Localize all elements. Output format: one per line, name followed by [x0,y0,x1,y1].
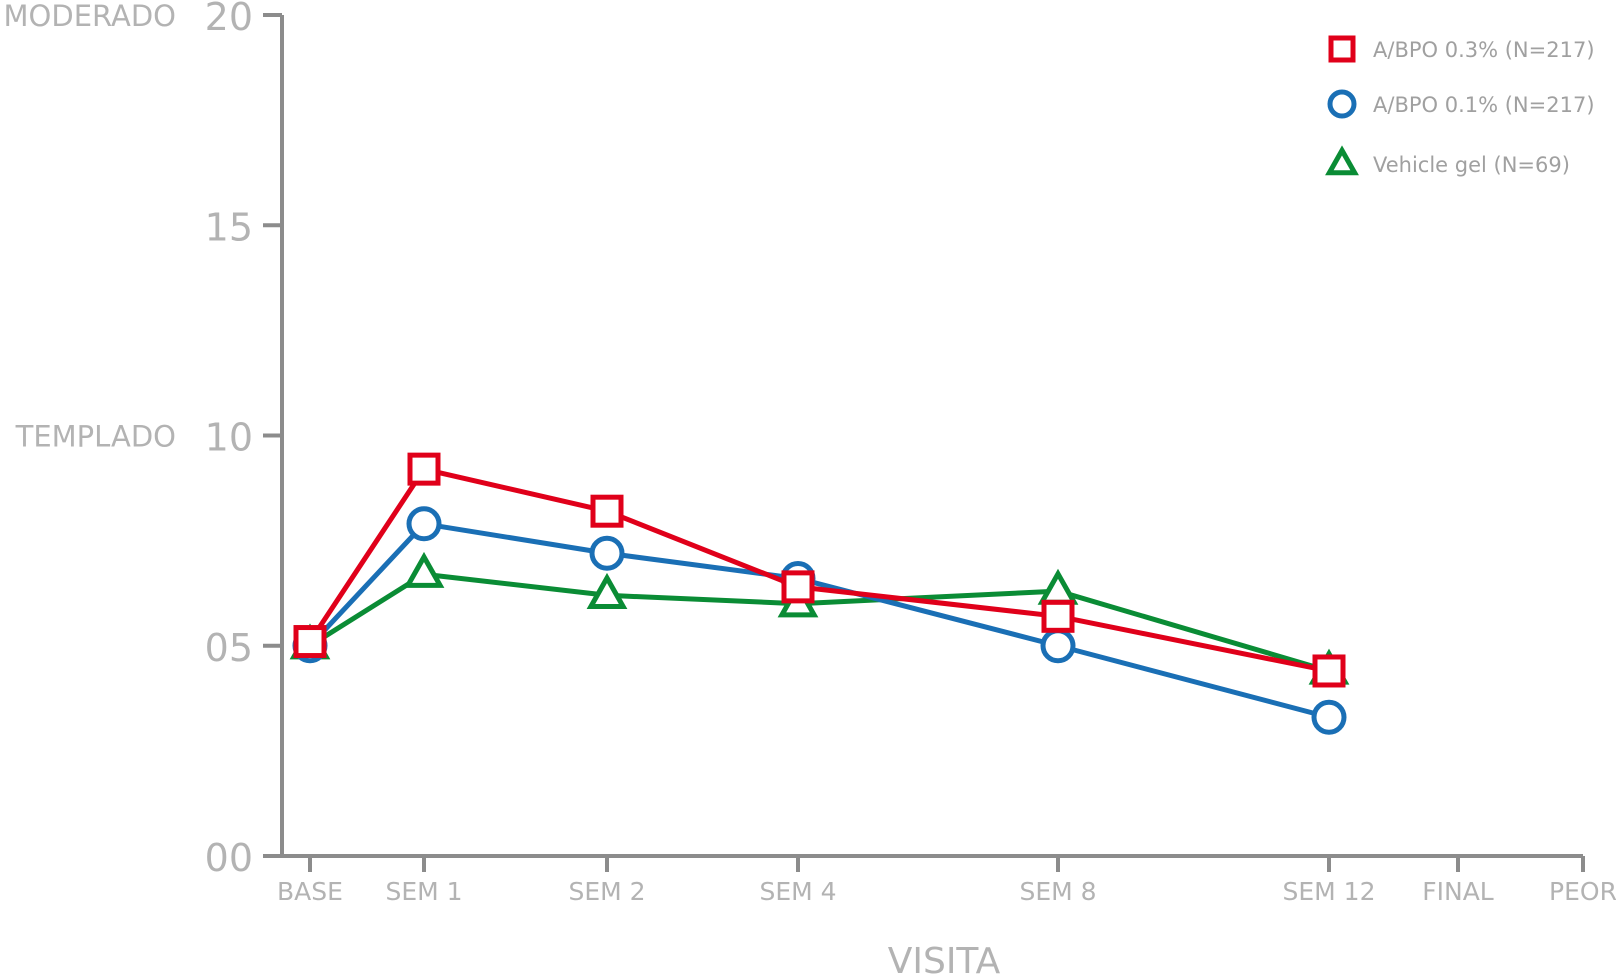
square-marker [407,452,441,486]
x-tick-label: SEM 1 [385,877,462,906]
x-tick-label: SEM 8 [1019,877,1096,906]
triangle-marker [403,551,445,588]
triangle-marker [1325,145,1359,176]
square-marker [1328,35,1356,63]
legend-item: A/BPO 0.3% (N=217) [1328,35,1595,63]
x-tick-label: SEM 12 [1283,877,1376,906]
y-ticks: 00 05 10 15 20 [205,0,282,880]
triangle-marker [1037,568,1079,605]
x-tick-label: FINAL [1422,877,1494,906]
circle-marker [1327,89,1357,119]
legend-label: A/BPO 0.3% (N=217) [1373,38,1595,62]
square-marker [1312,654,1346,688]
legend-label: A/BPO 0.1% (N=217) [1373,93,1595,117]
series-square [293,452,1346,688]
square-marker [781,570,815,604]
triangle-marker [586,572,628,609]
square-marker [1041,599,1075,633]
y-side-label: MODERADO [4,0,176,33]
legend-item: Vehicle gel (N=69) [1325,145,1570,177]
series-layer [289,452,1350,735]
y-tick-label: 10 [205,416,253,460]
x-ticks: BASE SEM 1 SEM 2 SEM 4 SEM 8 SEM 12 FINAL PEOR [277,856,1616,906]
square-marker [293,625,327,659]
circle-marker [589,535,625,571]
square-marker [590,494,624,528]
y-side-label: TEMPLADO [15,420,176,454]
y-tick-label: 05 [205,626,253,670]
series-line [307,521,1332,720]
series-line [307,466,1332,674]
x-axis-title: VISITA [888,941,1001,975]
legend-label: Vehicle gel (N=69) [1373,153,1570,177]
series-circle [292,506,1347,735]
circle-marker [406,506,442,542]
legend: A/BPO 0.3% (N=217) A/BPO 0.1% (N=217) Vehi… [1325,35,1595,177]
circle-marker [1311,699,1347,735]
y-tick-label: 20 [205,0,253,39]
circle-marker [1040,628,1076,664]
legend-item: A/BPO 0.1% (N=217) [1327,89,1595,119]
x-tick-label: BASE [277,877,343,906]
x-tick-label: SEM 4 [759,877,836,906]
axes [280,15,1583,858]
series-triangle [289,551,1350,685]
y-tick-label: 15 [205,205,253,249]
y-side-labels: MODERADO TEMPLADO [4,0,176,454]
y-tick-label: 00 [205,836,253,880]
x-tick-label: SEM 2 [568,877,645,906]
x-tick-label: PEOR [1549,877,1616,906]
